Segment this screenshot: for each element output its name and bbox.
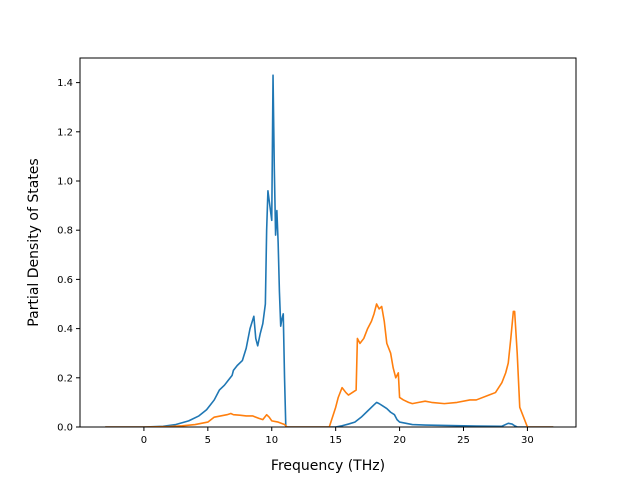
x-tick-label: 5	[205, 435, 211, 446]
x-axis-ticks: 0 5 10 15 20 25 30	[141, 427, 534, 446]
y-axis-ticks: 0.0 0.2 0.4 0.6 0.8 1.0 1.2 1.4	[57, 78, 80, 434]
y-tick-label: 0.0	[57, 423, 73, 434]
y-tick-label: 1.2	[57, 127, 73, 138]
x-tick-label: 30	[521, 435, 534, 446]
y-axis-label: Partial Density of States	[26, 158, 42, 326]
series-line-2	[104, 303, 554, 427]
plot-frame	[79, 57, 577, 428]
x-tick-label: 25	[457, 435, 470, 446]
x-tick-label: 15	[329, 435, 342, 446]
y-tick-label: 0.8	[57, 226, 73, 237]
series-line-1	[104, 74, 554, 427]
y-tick-label: 0.6	[57, 275, 73, 286]
x-tick-label: 10	[265, 435, 278, 446]
x-axis-label: Frequency (THz)	[271, 458, 385, 474]
y-tick-label: 0.2	[57, 373, 73, 384]
series-layer	[104, 74, 554, 427]
y-tick-label: 1.4	[57, 78, 73, 89]
x-tick-label: 20	[393, 435, 406, 446]
y-tick-label: 0.4	[57, 324, 73, 335]
y-tick-label: 1.0	[57, 177, 73, 188]
x-tick-label: 0	[141, 435, 147, 446]
